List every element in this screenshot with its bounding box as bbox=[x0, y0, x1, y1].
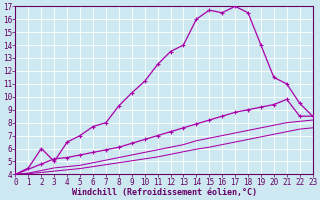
X-axis label: Windchill (Refroidissement éolien,°C): Windchill (Refroidissement éolien,°C) bbox=[72, 188, 257, 197]
